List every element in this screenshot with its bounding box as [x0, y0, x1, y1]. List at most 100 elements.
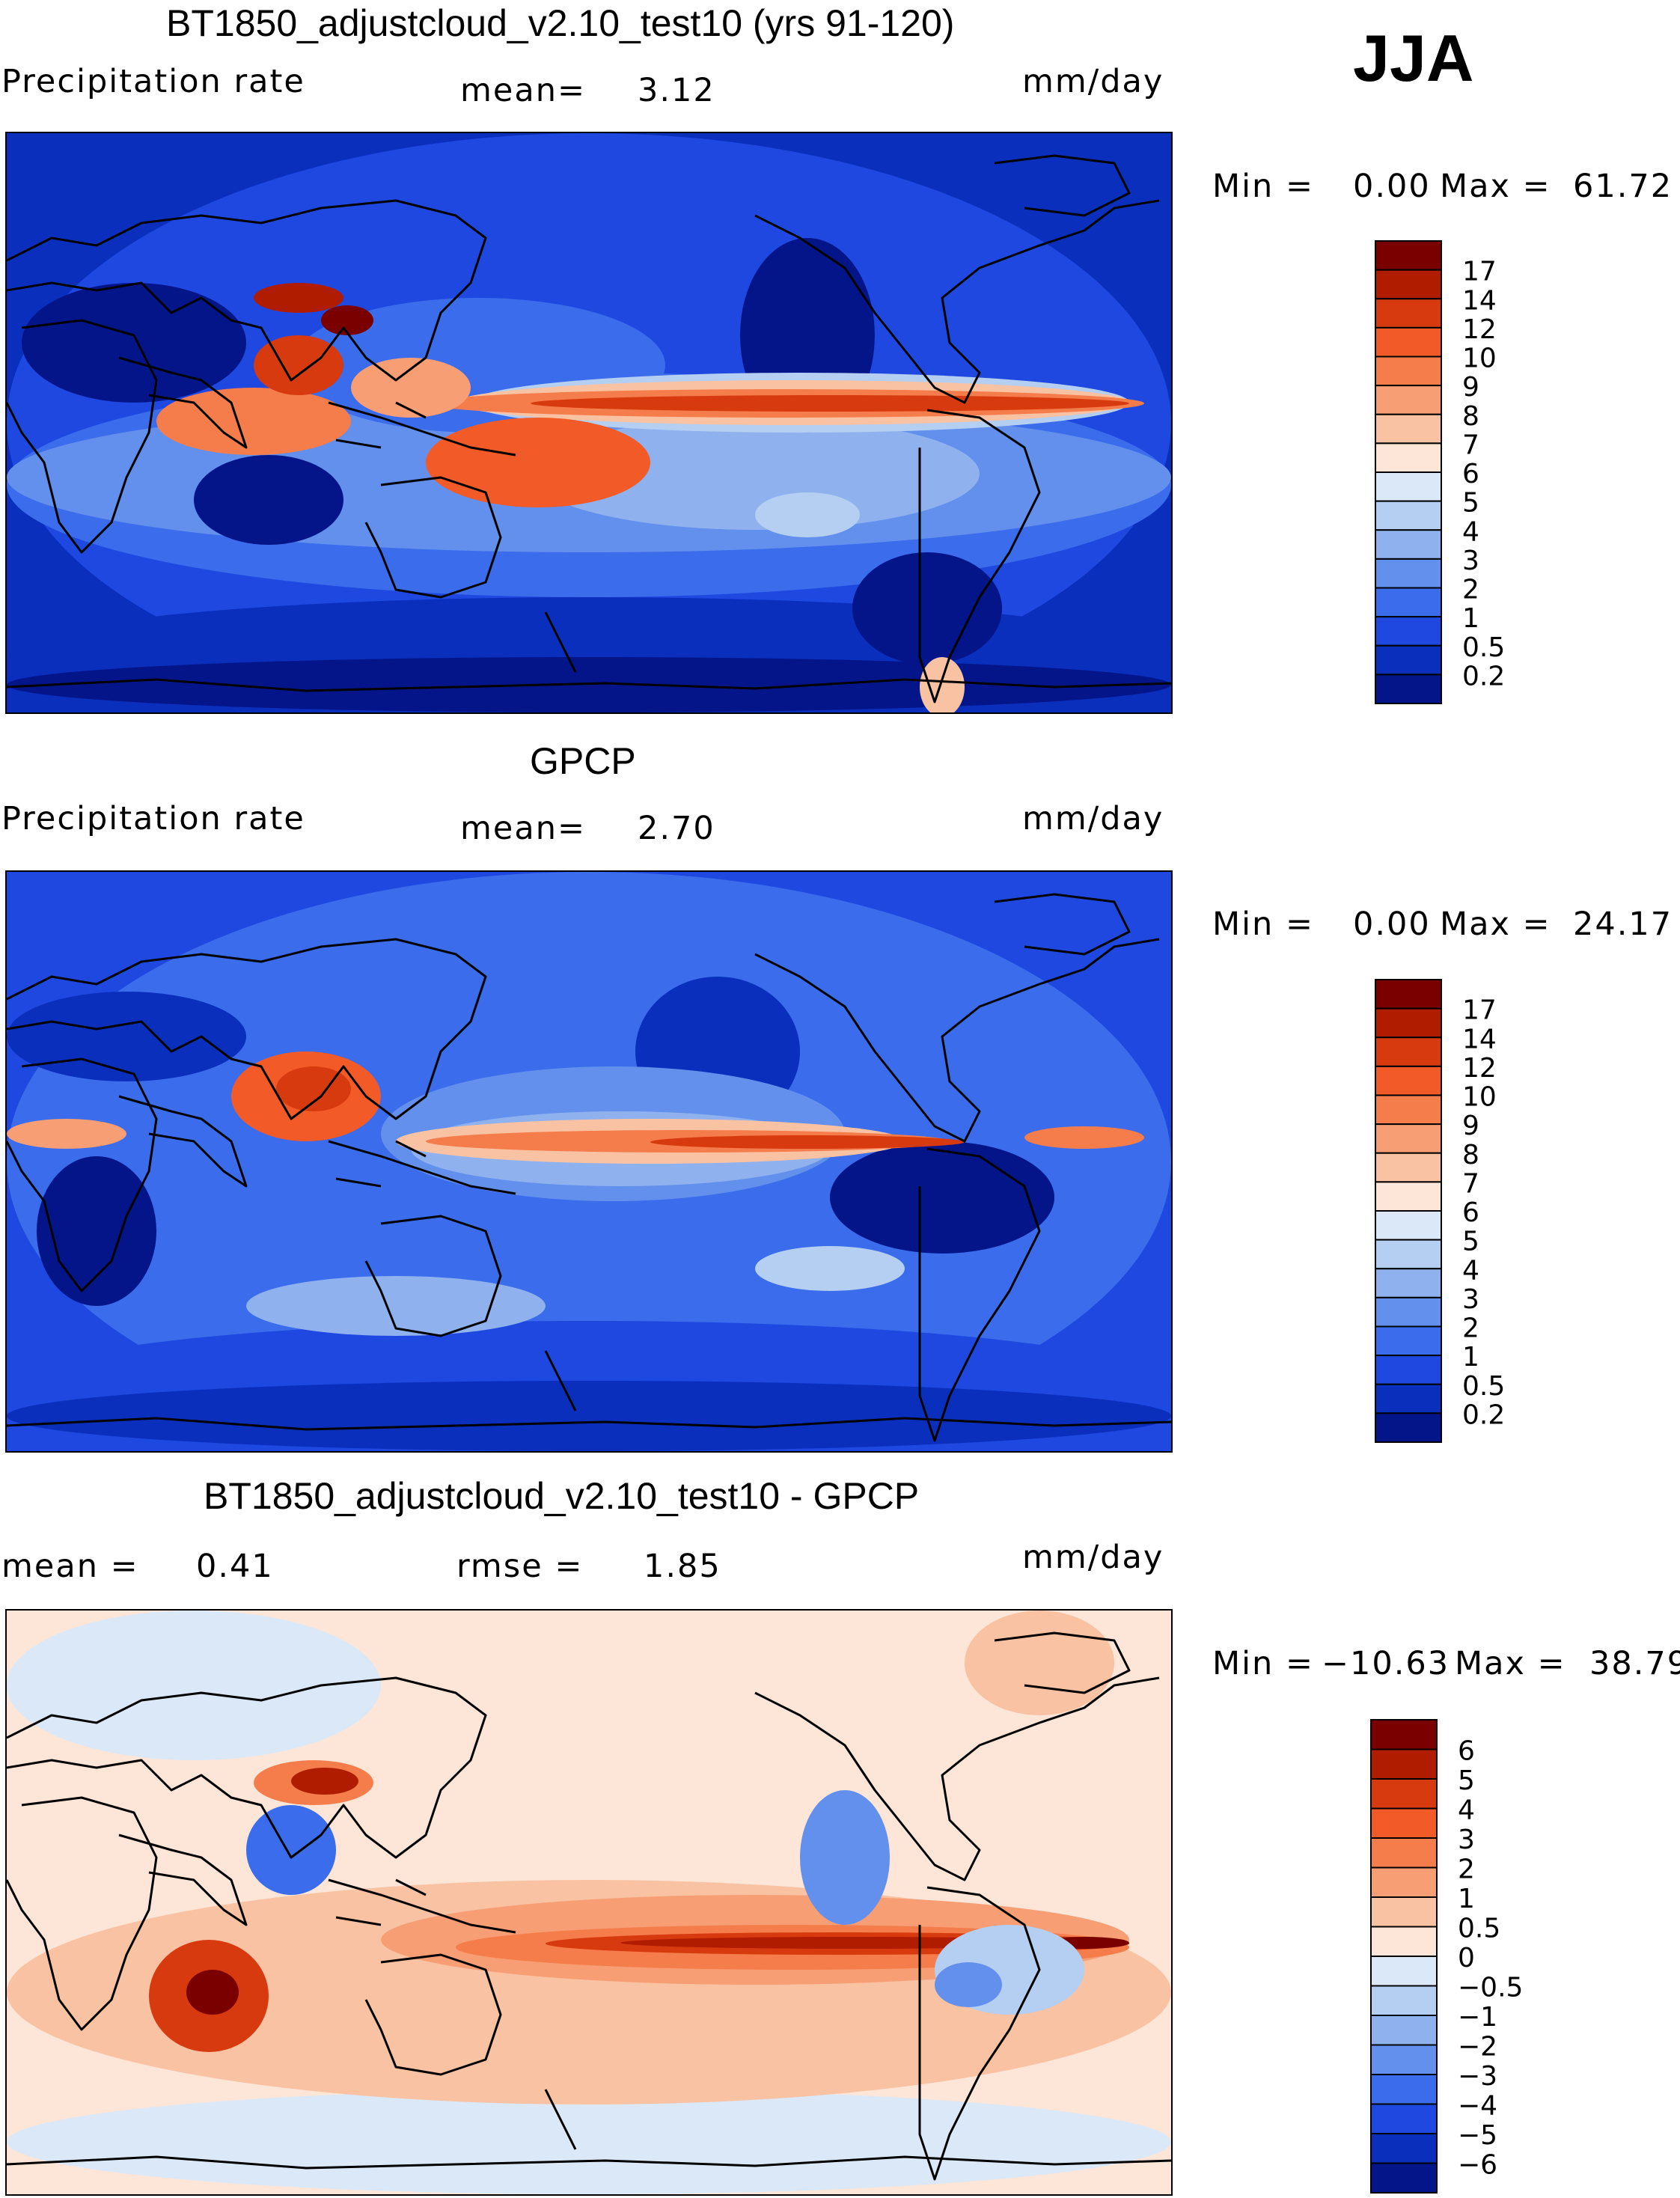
- coastline: [7, 199, 487, 382]
- colorbar-level-label: 0.2: [1462, 1399, 1505, 1430]
- colorbar-level-label: 10: [1462, 344, 1497, 374]
- mean-label: mean=: [460, 810, 586, 847]
- min-label: Min =: [1212, 906, 1314, 943]
- colorbar-level-label: 17: [1462, 995, 1497, 1026]
- field-contour-region: [186, 1970, 239, 2015]
- max-value: 38.79: [1589, 1645, 1680, 1682]
- field-contour-region: [935, 1962, 1002, 2007]
- panel-title: BT1850_adjustcloud_v2.10_test10 - GPCP: [204, 1475, 920, 1517]
- field-contour-region: [426, 418, 650, 507]
- colorbar-swatch: [1370, 2103, 1438, 2134]
- colorbar-level-label: 12: [1462, 314, 1497, 345]
- colorbar-level-label: 4: [1458, 1795, 1475, 1826]
- colorbar-swatch: [1375, 442, 1442, 473]
- colorbar-level-label: 5: [1462, 1227, 1479, 1257]
- panel-title: GPCP: [530, 740, 636, 782]
- colorbar-level-label: 4: [1462, 516, 1479, 547]
- colorbar-swatch: [1375, 298, 1442, 329]
- coastline: [118, 1834, 248, 1926]
- field-contour-region: [7, 992, 246, 1081]
- colorbar-swatch: [1375, 1268, 1442, 1298]
- colorbar-swatch: [1375, 1383, 1442, 1414]
- colorbar-swatch: [1370, 1896, 1438, 1928]
- colorbar-level-label: 6: [1462, 459, 1479, 489]
- field-contour-region: [254, 283, 343, 313]
- colorbar-swatch: [1375, 674, 1442, 704]
- field-contour-region: [321, 305, 373, 335]
- map-field: [7, 1611, 1171, 2194]
- colorbar-swatch: [1375, 1210, 1442, 1241]
- colorbar-swatch: [1370, 2162, 1438, 2194]
- colorbar-swatch: [1370, 2044, 1438, 2075]
- colorbar-swatch: [1375, 500, 1442, 531]
- colorbar-level-label: −6: [1458, 2150, 1497, 2181]
- panel-field-label: Precipitation rate: [1, 63, 305, 100]
- coastline: [118, 356, 248, 449]
- colorbar-swatch: [1375, 616, 1442, 647]
- colorbar-swatch: [1375, 1412, 1442, 1443]
- colorbar-swatch: [1370, 1778, 1438, 1810]
- colorbar-level-label: 4: [1462, 1255, 1479, 1286]
- coastline: [7, 678, 1171, 692]
- field-contour-region: [531, 395, 1129, 412]
- field-contour-region: [1024, 1126, 1144, 1149]
- min-value: 0.00: [1353, 906, 1431, 943]
- field-contour-region: [7, 1611, 381, 1760]
- colorbar-swatch: [1370, 1985, 1438, 2016]
- colorbar-level-label: 10: [1462, 1082, 1497, 1113]
- coastline: [754, 1676, 1160, 1881]
- coastline: [918, 1886, 1041, 2181]
- coastlines: [7, 154, 1171, 703]
- colorbar-swatch: [1375, 1007, 1442, 1039]
- colorbar-swatch: [1375, 413, 1442, 445]
- colorbar-level-label: 14: [1462, 1024, 1497, 1054]
- coastline: [754, 199, 1160, 404]
- field-contour-region: [920, 657, 965, 712]
- colorbar-swatch: [1375, 1181, 1442, 1212]
- field-contour-region: [22, 283, 246, 403]
- colorbar-level-label: 9: [1462, 1111, 1479, 1141]
- rmse-label: rmse =: [456, 1548, 584, 1585]
- colorbar-swatch: [1375, 385, 1442, 415]
- colorbar-level-label: 3: [1462, 546, 1479, 576]
- coastline: [754, 938, 1160, 1143]
- coastline: [994, 154, 1131, 217]
- colorbar-swatch: [1370, 1748, 1438, 1780]
- coastline: [7, 1676, 487, 1859]
- field-contour-region: [194, 455, 343, 545]
- field-contour-region: [965, 1611, 1114, 1715]
- colorbar-level-label: 17: [1462, 257, 1497, 287]
- colorbar-swatch: [1375, 1094, 1442, 1126]
- field-contour-region: [7, 2089, 1171, 2194]
- colorbar-swatch: [1375, 1296, 1442, 1328]
- field-contour-region: [246, 1805, 336, 1895]
- coastline: [918, 1147, 1041, 1442]
- field-contour-region: [531, 418, 980, 530]
- colorbar-level-label: 5: [1462, 488, 1479, 519]
- colorbar-level-label: 5: [1458, 1765, 1475, 1796]
- colorbar-level-label: 7: [1462, 1168, 1479, 1199]
- colorbar-swatch: [1375, 240, 1442, 271]
- colorbar-swatch: [1370, 1866, 1438, 1898]
- colorbar-swatch: [1375, 1065, 1442, 1096]
- colorbar-level-label: −3: [1458, 2061, 1497, 2092]
- field-contour-region: [7, 1119, 126, 1149]
- field-contour-region: [291, 1768, 358, 1795]
- precip-map: [5, 132, 1173, 714]
- field-contour-region: [800, 1790, 890, 1925]
- colorbar-level-label: 0.2: [1462, 661, 1505, 692]
- colorbar-swatch: [1370, 1807, 1438, 1839]
- colorbar-swatch: [1375, 1355, 1442, 1385]
- mean-label: mean =: [1, 1548, 139, 1585]
- coastline: [328, 1878, 516, 1934]
- colorbar-swatch: [1370, 2133, 1438, 2164]
- colorbar-level-label: 2: [1462, 1313, 1479, 1344]
- colorbar-level-label: −2: [1458, 2032, 1497, 2063]
- colorbar-level-label: 3: [1462, 1284, 1479, 1315]
- min-value: 0.00: [1353, 168, 1431, 205]
- field-contour-region: [755, 1246, 905, 1291]
- colorbar-swatch: [1375, 355, 1442, 387]
- coastline: [544, 611, 577, 673]
- field-contour-region: [830, 1141, 1054, 1254]
- field-contour-region: [852, 552, 1002, 665]
